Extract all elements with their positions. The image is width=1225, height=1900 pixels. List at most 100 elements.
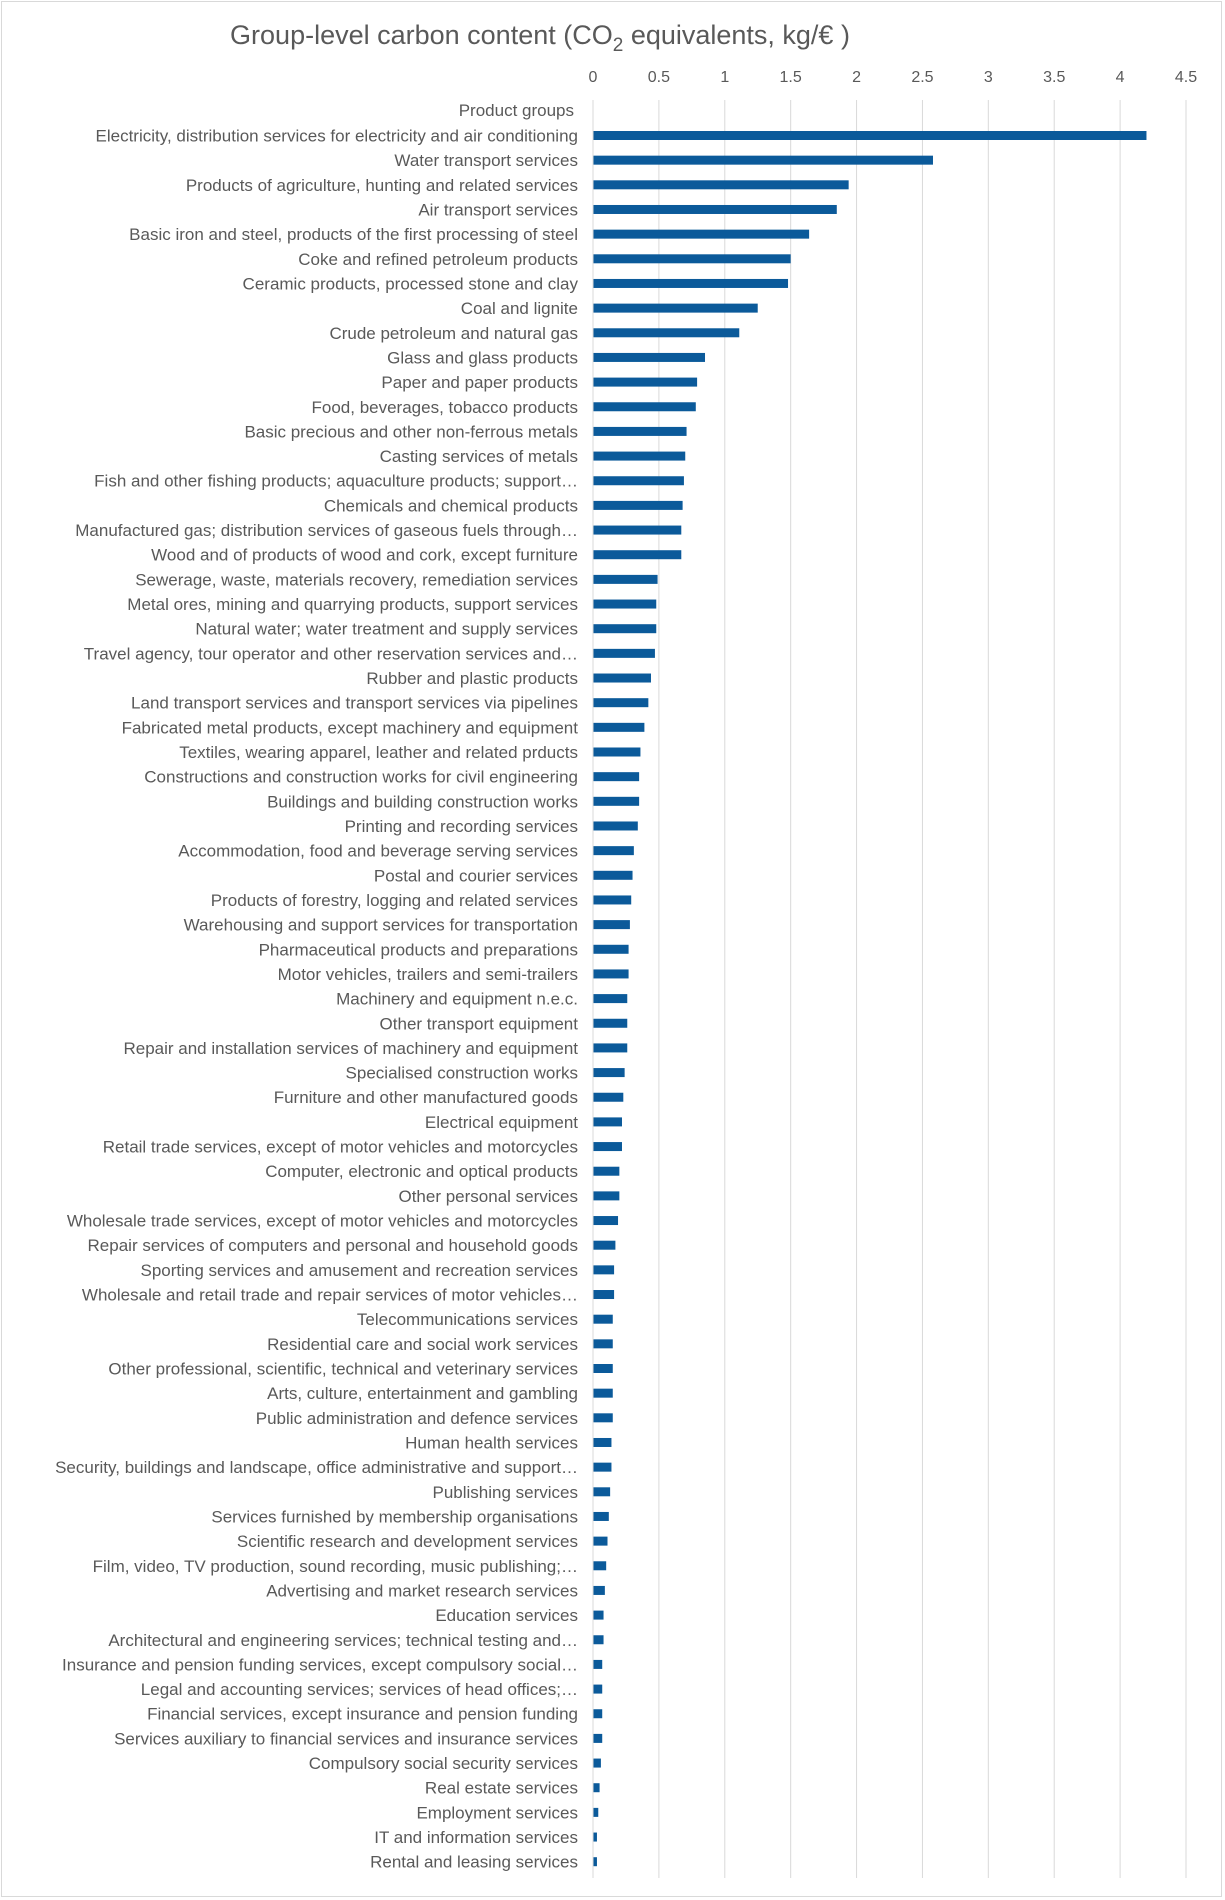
category-label: Wholesale trade services, except of moto… <box>67 1212 578 1231</box>
bar <box>593 1142 622 1152</box>
category-label: Compulsory social security services <box>309 1754 578 1773</box>
x-tick-label: 2.5 <box>911 69 933 86</box>
category-label: Products of agriculture, hunting and rel… <box>186 176 578 195</box>
bar <box>593 377 698 387</box>
x-tick-label: 4 <box>1116 69 1125 86</box>
x-tick-label: 1.5 <box>780 69 802 86</box>
category-label: Machinery and equipment n.e.c. <box>336 990 578 1009</box>
bar <box>593 155 933 165</box>
category-label: Rental and leasing services <box>370 1853 578 1872</box>
bar <box>593 673 651 683</box>
bar <box>593 772 640 782</box>
bar <box>593 303 758 313</box>
category-label: Ceramic products, processed stone and cl… <box>243 274 579 293</box>
bar <box>593 204 837 214</box>
category-label: Advertising and market research services <box>266 1581 578 1600</box>
category-label: Repair services of computers and persona… <box>88 1236 578 1255</box>
bar <box>593 1536 608 1546</box>
category-label: Natural water; water treatment and suppl… <box>195 620 578 639</box>
bar <box>593 1733 603 1743</box>
category-label: Furniture and other manufactured goods <box>274 1088 578 1107</box>
category-label: Rubber and plastic products <box>366 669 578 688</box>
bar <box>593 747 641 757</box>
category-label: Publishing services <box>432 1483 578 1502</box>
x-tick-label: 2 <box>852 69 861 86</box>
bar <box>593 1585 605 1595</box>
bar <box>593 1413 613 1423</box>
category-label: Film, video, TV production, sound record… <box>93 1557 578 1576</box>
category-label: Warehousing and support services for tra… <box>184 916 578 935</box>
category-label: Printing and recording services <box>345 817 578 836</box>
category-label: Electricity, distribution services for e… <box>96 127 579 146</box>
bar <box>593 1314 613 1324</box>
bar <box>593 1807 599 1817</box>
bar <box>593 1388 613 1398</box>
category-label: Postal and courier services <box>374 866 578 885</box>
x-tick-label: 4.5 <box>1175 69 1197 86</box>
bar <box>593 599 657 609</box>
category-label: Motor vehicles, trailers and semi-traile… <box>278 965 578 984</box>
category-label: Real estate services <box>425 1779 578 1798</box>
category-label: Specialised construction works <box>346 1064 578 1083</box>
category-label: Services furnished by membership organis… <box>211 1507 578 1526</box>
category-label: Wood and of products of wood and cork, e… <box>151 546 578 565</box>
category-label: Buildings and building construction work… <box>267 792 578 811</box>
bar <box>593 402 696 412</box>
bar <box>593 969 629 979</box>
bar <box>593 1339 613 1349</box>
category-label: Other professional, scientific, technica… <box>108 1360 578 1379</box>
category-label: Basic precious and other non-ferrous met… <box>244 422 578 441</box>
bar <box>593 698 649 708</box>
bar <box>593 1191 620 1201</box>
category-label: Air transport services <box>418 200 578 219</box>
bar <box>593 1068 625 1078</box>
category-label: Repair and installation services of mach… <box>123 1039 578 1058</box>
chart-title-subscript: 2 <box>613 35 624 56</box>
bar <box>593 796 640 806</box>
category-label: Insurance and pension funding services, … <box>62 1655 578 1674</box>
category-label: Sewerage, waste, materials recovery, rem… <box>135 570 578 589</box>
category-label: Legal and accounting services; services … <box>141 1680 578 1699</box>
category-label: Architectural and engineering services; … <box>108 1631 578 1650</box>
bar <box>593 131 1147 140</box>
bar <box>593 328 740 338</box>
category-label: Travel agency, tour operator and other r… <box>84 644 578 663</box>
bar <box>593 648 655 658</box>
category-label: Products of forestry, logging and relate… <box>211 891 578 910</box>
bar <box>593 1018 628 1028</box>
bar <box>593 624 657 634</box>
category-label: Accommodation, food and beverage serving… <box>178 842 578 861</box>
bar <box>593 1783 600 1793</box>
x-tick-label: 3 <box>984 69 993 86</box>
bar <box>593 500 683 510</box>
bar <box>593 722 645 732</box>
category-label: Paper and paper products <box>381 373 578 392</box>
category-label: Security, buildings and landscape, offic… <box>55 1458 578 1477</box>
bar <box>593 426 687 436</box>
category-label: Manufactured gas; distribution services … <box>75 521 578 540</box>
bar <box>593 1092 624 1102</box>
category-label: Education services <box>435 1606 578 1625</box>
bar <box>593 1117 622 1127</box>
bar <box>593 1709 603 1719</box>
bar <box>593 254 791 264</box>
bar <box>593 1216 619 1226</box>
category-label: Computer, electronic and optical product… <box>265 1162 578 1181</box>
chart-title-suffix: equivalents, kg/€ ) <box>623 20 850 50</box>
chart-title-main: Group-level carbon content (CO <box>230 20 613 50</box>
category-label: Crude petroleum and natural gas <box>329 324 578 343</box>
category-label: Food, beverages, tobacco products <box>312 398 579 417</box>
bar <box>593 476 684 486</box>
category-label: Glass and glass products <box>387 348 578 367</box>
bar <box>593 180 849 190</box>
bar <box>593 574 658 584</box>
bar <box>593 278 789 288</box>
bar <box>593 1487 611 1497</box>
category-label: Coal and lignite <box>461 299 578 318</box>
x-tick-label: 1 <box>720 69 729 86</box>
x-tick-label: 3.5 <box>1043 69 1065 86</box>
category-label: Sporting services and amusement and recr… <box>141 1261 579 1280</box>
bar <box>593 1265 615 1275</box>
category-label: Electrical equipment <box>425 1113 578 1132</box>
category-label: Water transport services <box>394 151 578 170</box>
